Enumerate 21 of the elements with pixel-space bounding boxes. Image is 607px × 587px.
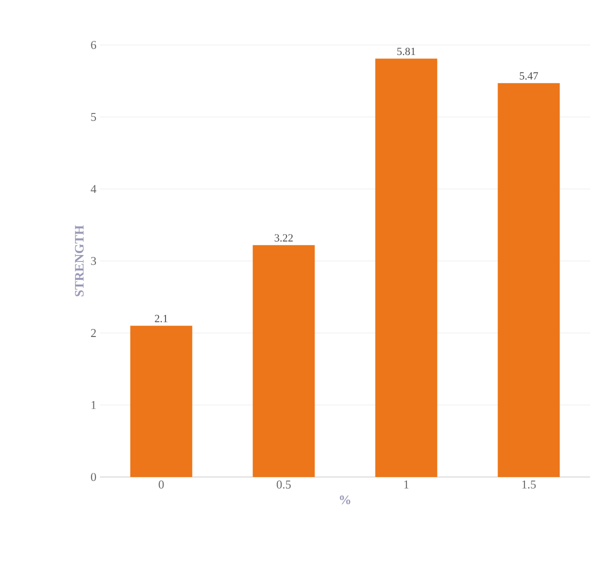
data-label: 5.81 [397, 48, 416, 56]
bar [375, 58, 438, 477]
x-tick-label: 1 [404, 480, 409, 488]
x-tick-label: 1.5 [522, 480, 536, 489]
data-label: 5.47 [520, 72, 538, 80]
data-label: 2.1 [154, 314, 168, 322]
y-tick-label: 6 [91, 40, 96, 49]
y-axis-title: STRENGTH [74, 225, 84, 296]
y-tick-label: 4 [90, 185, 96, 193]
bar [252, 245, 315, 477]
y-tick-label: 3 [91, 256, 96, 265]
y-tick-label: 0 [90, 472, 96, 482]
y-tick-label: 2 [91, 329, 96, 337]
y-tick-label: 1 [92, 401, 96, 409]
x-tick-label: 0.5 [276, 480, 291, 489]
bar [498, 83, 560, 477]
data-label: 3.22 [274, 234, 293, 242]
x-tick-label: 0 [158, 480, 164, 489]
x-axis-title: % [340, 495, 350, 504]
bar [130, 326, 192, 477]
y-tick-label: 5 [91, 113, 96, 121]
